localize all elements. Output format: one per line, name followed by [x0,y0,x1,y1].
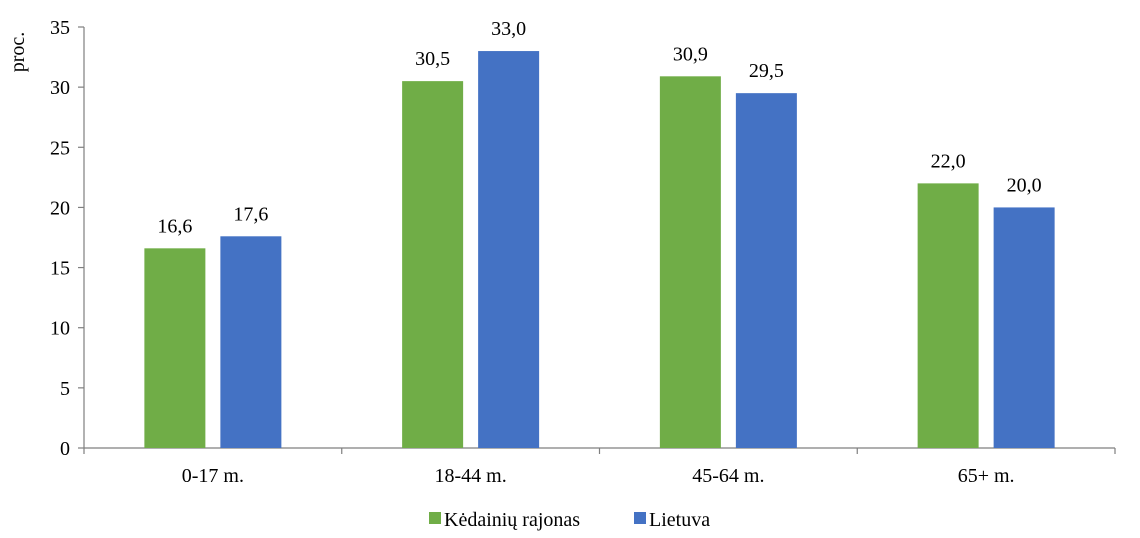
bar [478,51,539,448]
legend-label: Kėdainių rajonas [444,509,580,531]
data-label: 16,6 [157,215,192,237]
y-tick-label: 10 [50,318,70,340]
y-tick-label: 0 [60,438,70,460]
y-tick-label: 5 [60,378,70,400]
bar [736,93,797,448]
y-tick-label: 35 [50,17,70,39]
y-tick-label: 15 [50,258,70,280]
x-tick-label: 18-44 m. [435,465,507,487]
bar [144,248,205,448]
y-axis-title: proc. [7,32,29,73]
bar [994,207,1055,448]
y-tick-label: 30 [50,77,70,99]
bar [660,76,721,448]
data-label: 20,0 [1007,174,1042,196]
bar [402,81,463,448]
y-tick-label: 25 [50,137,70,159]
bars: 16,6 17,6 30,5 33,0 30,9 29,5 22,0 20,0 [144,18,1054,448]
x-tick-label: 45-64 m. [692,465,764,487]
y-axis: 0 5 10 15 20 25 30 35 [50,17,84,460]
bar [918,183,979,448]
y-tick-label: 20 [50,197,70,219]
data-label: 17,6 [233,203,268,225]
data-label: 30,5 [415,48,450,70]
data-label: 22,0 [931,150,966,172]
bar [220,236,281,448]
x-tick-label: 65+ m. [958,465,1015,487]
legend-swatch [634,512,646,524]
x-axis: 0-17 m. 18-44 m. 45-64 m. 65+ m. [84,448,1115,487]
data-label: 30,9 [673,43,708,65]
legend-label: Lietuva [649,509,710,531]
data-label: 33,0 [491,18,526,40]
legend-swatch [429,512,441,524]
x-tick-label: 0-17 m. [182,465,244,487]
legend: Kėdainių rajonas Lietuva [429,509,710,531]
data-label: 29,5 [749,60,784,82]
